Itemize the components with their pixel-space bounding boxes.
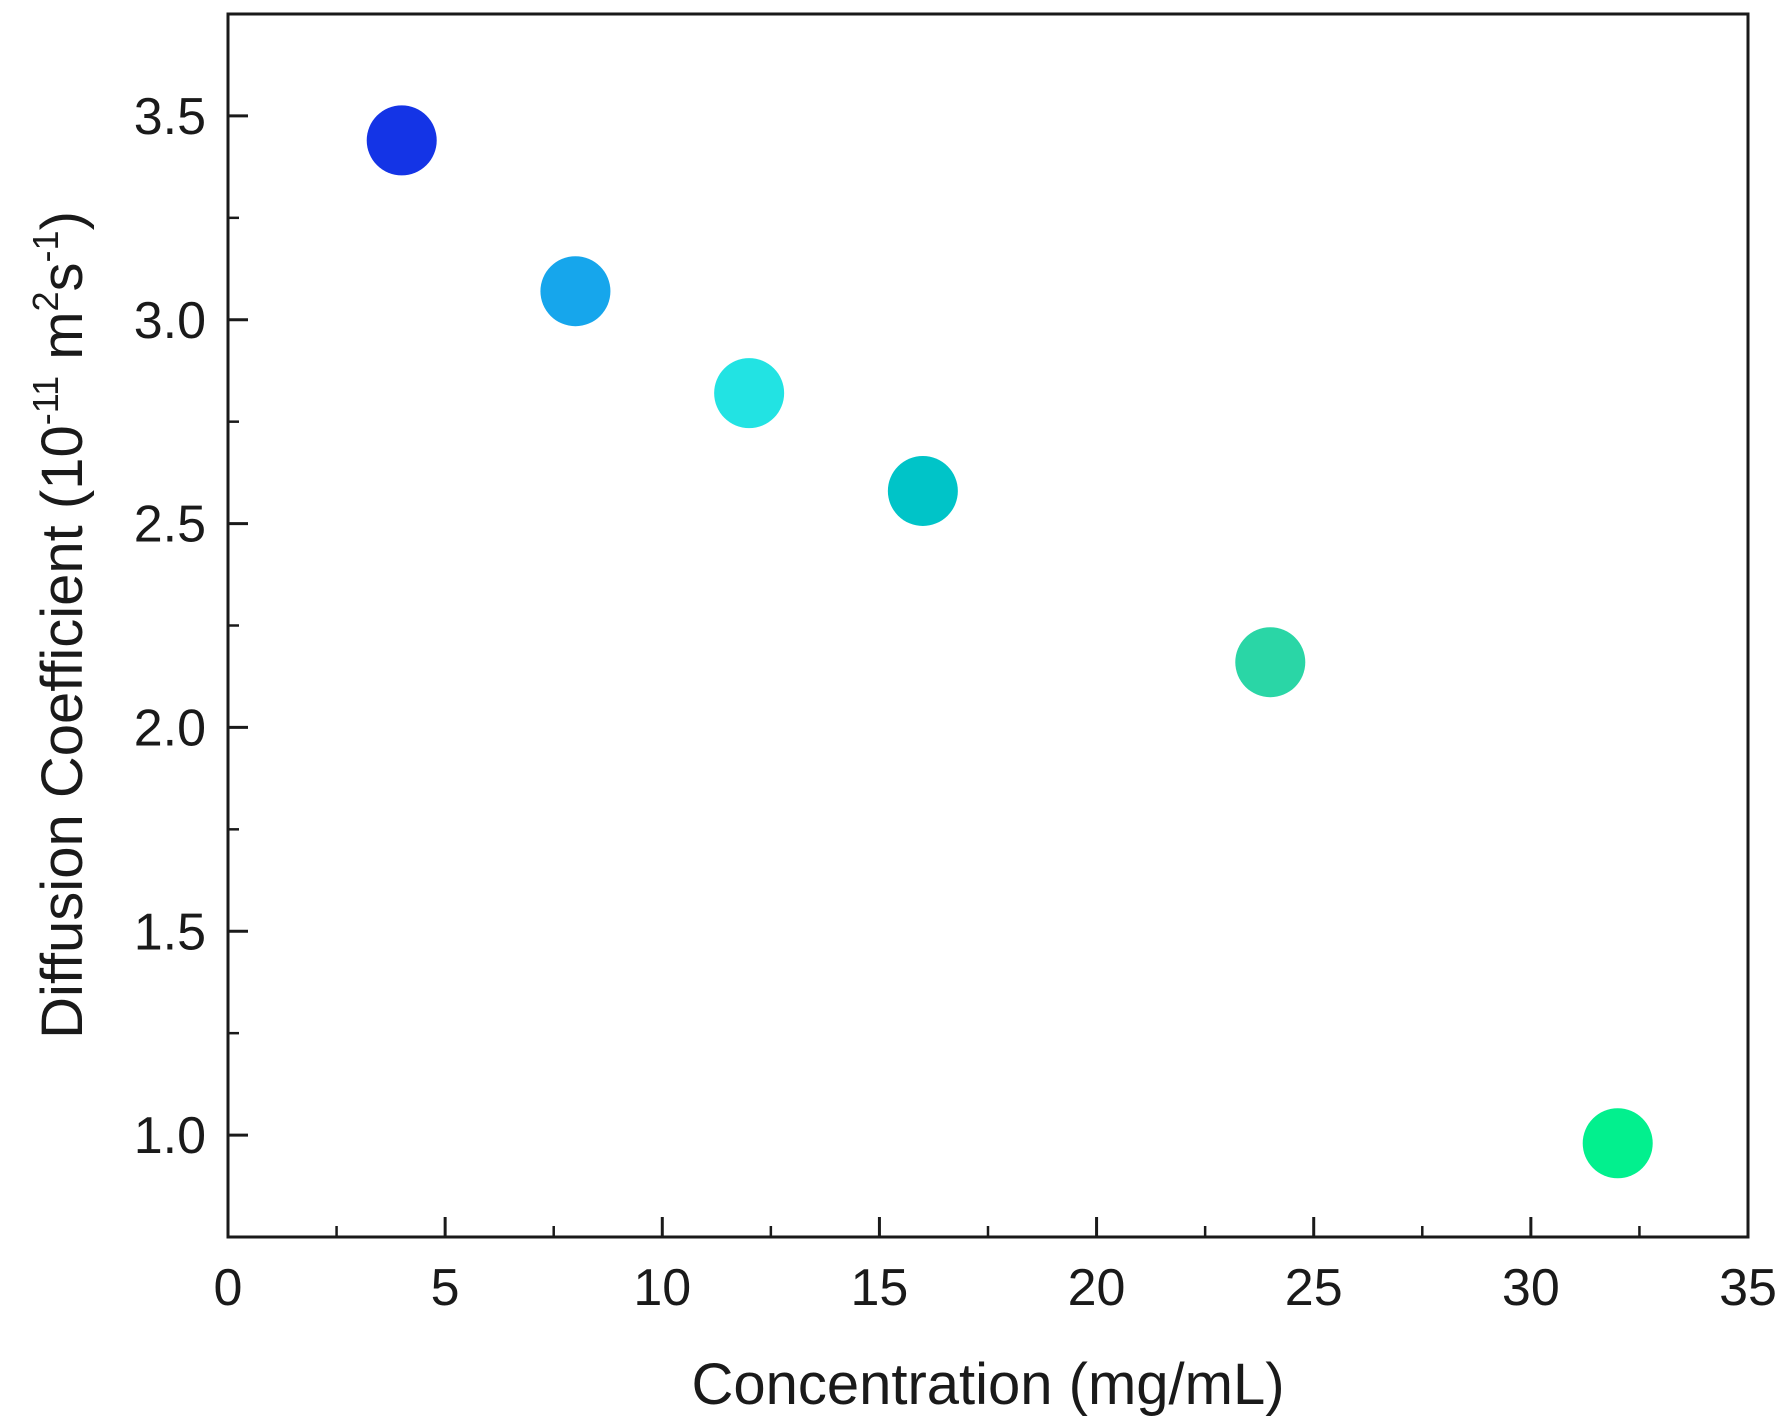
x-tick-label: 20 bbox=[1068, 1259, 1126, 1317]
x-tick-label: 5 bbox=[431, 1259, 460, 1317]
y-tick-label: 2.5 bbox=[134, 496, 206, 554]
y-axis-title: Diffusion Coefficient (10-11 m2s-1) bbox=[25, 211, 95, 1039]
data-point bbox=[887, 455, 958, 526]
axis-ticks bbox=[226, 12, 1750, 1239]
y-tick-label: 2.0 bbox=[134, 699, 206, 757]
x-tick-labels: 0 5 10 15 20 25 30 35 bbox=[214, 1259, 1777, 1317]
data-point bbox=[540, 256, 611, 327]
data-point bbox=[366, 105, 437, 176]
y-tick-label: 1.5 bbox=[134, 903, 206, 961]
x-tick-label: 15 bbox=[851, 1259, 909, 1317]
data-points bbox=[366, 105, 1653, 1179]
data-point bbox=[1235, 627, 1306, 698]
y-tick-label: 3.0 bbox=[134, 292, 206, 350]
x-tick-label: 35 bbox=[1719, 1259, 1777, 1317]
y-tick-labels: 1.0 1.5 2.0 2.5 3.0 3.5 bbox=[134, 88, 206, 1165]
x-axis-title: Concentration (mg/mL) bbox=[691, 1352, 1284, 1417]
data-point bbox=[714, 358, 785, 429]
plot-frame bbox=[226, 12, 1750, 1239]
x-tick-label: 10 bbox=[633, 1259, 691, 1317]
x-tick-label: 30 bbox=[1502, 1259, 1560, 1317]
data-point bbox=[1582, 1108, 1653, 1179]
y-tick-label: 3.5 bbox=[134, 88, 206, 146]
x-tick-label: 25 bbox=[1285, 1259, 1343, 1317]
y-tick-label: 1.0 bbox=[134, 1107, 206, 1165]
x-tick-label: 0 bbox=[214, 1259, 243, 1317]
